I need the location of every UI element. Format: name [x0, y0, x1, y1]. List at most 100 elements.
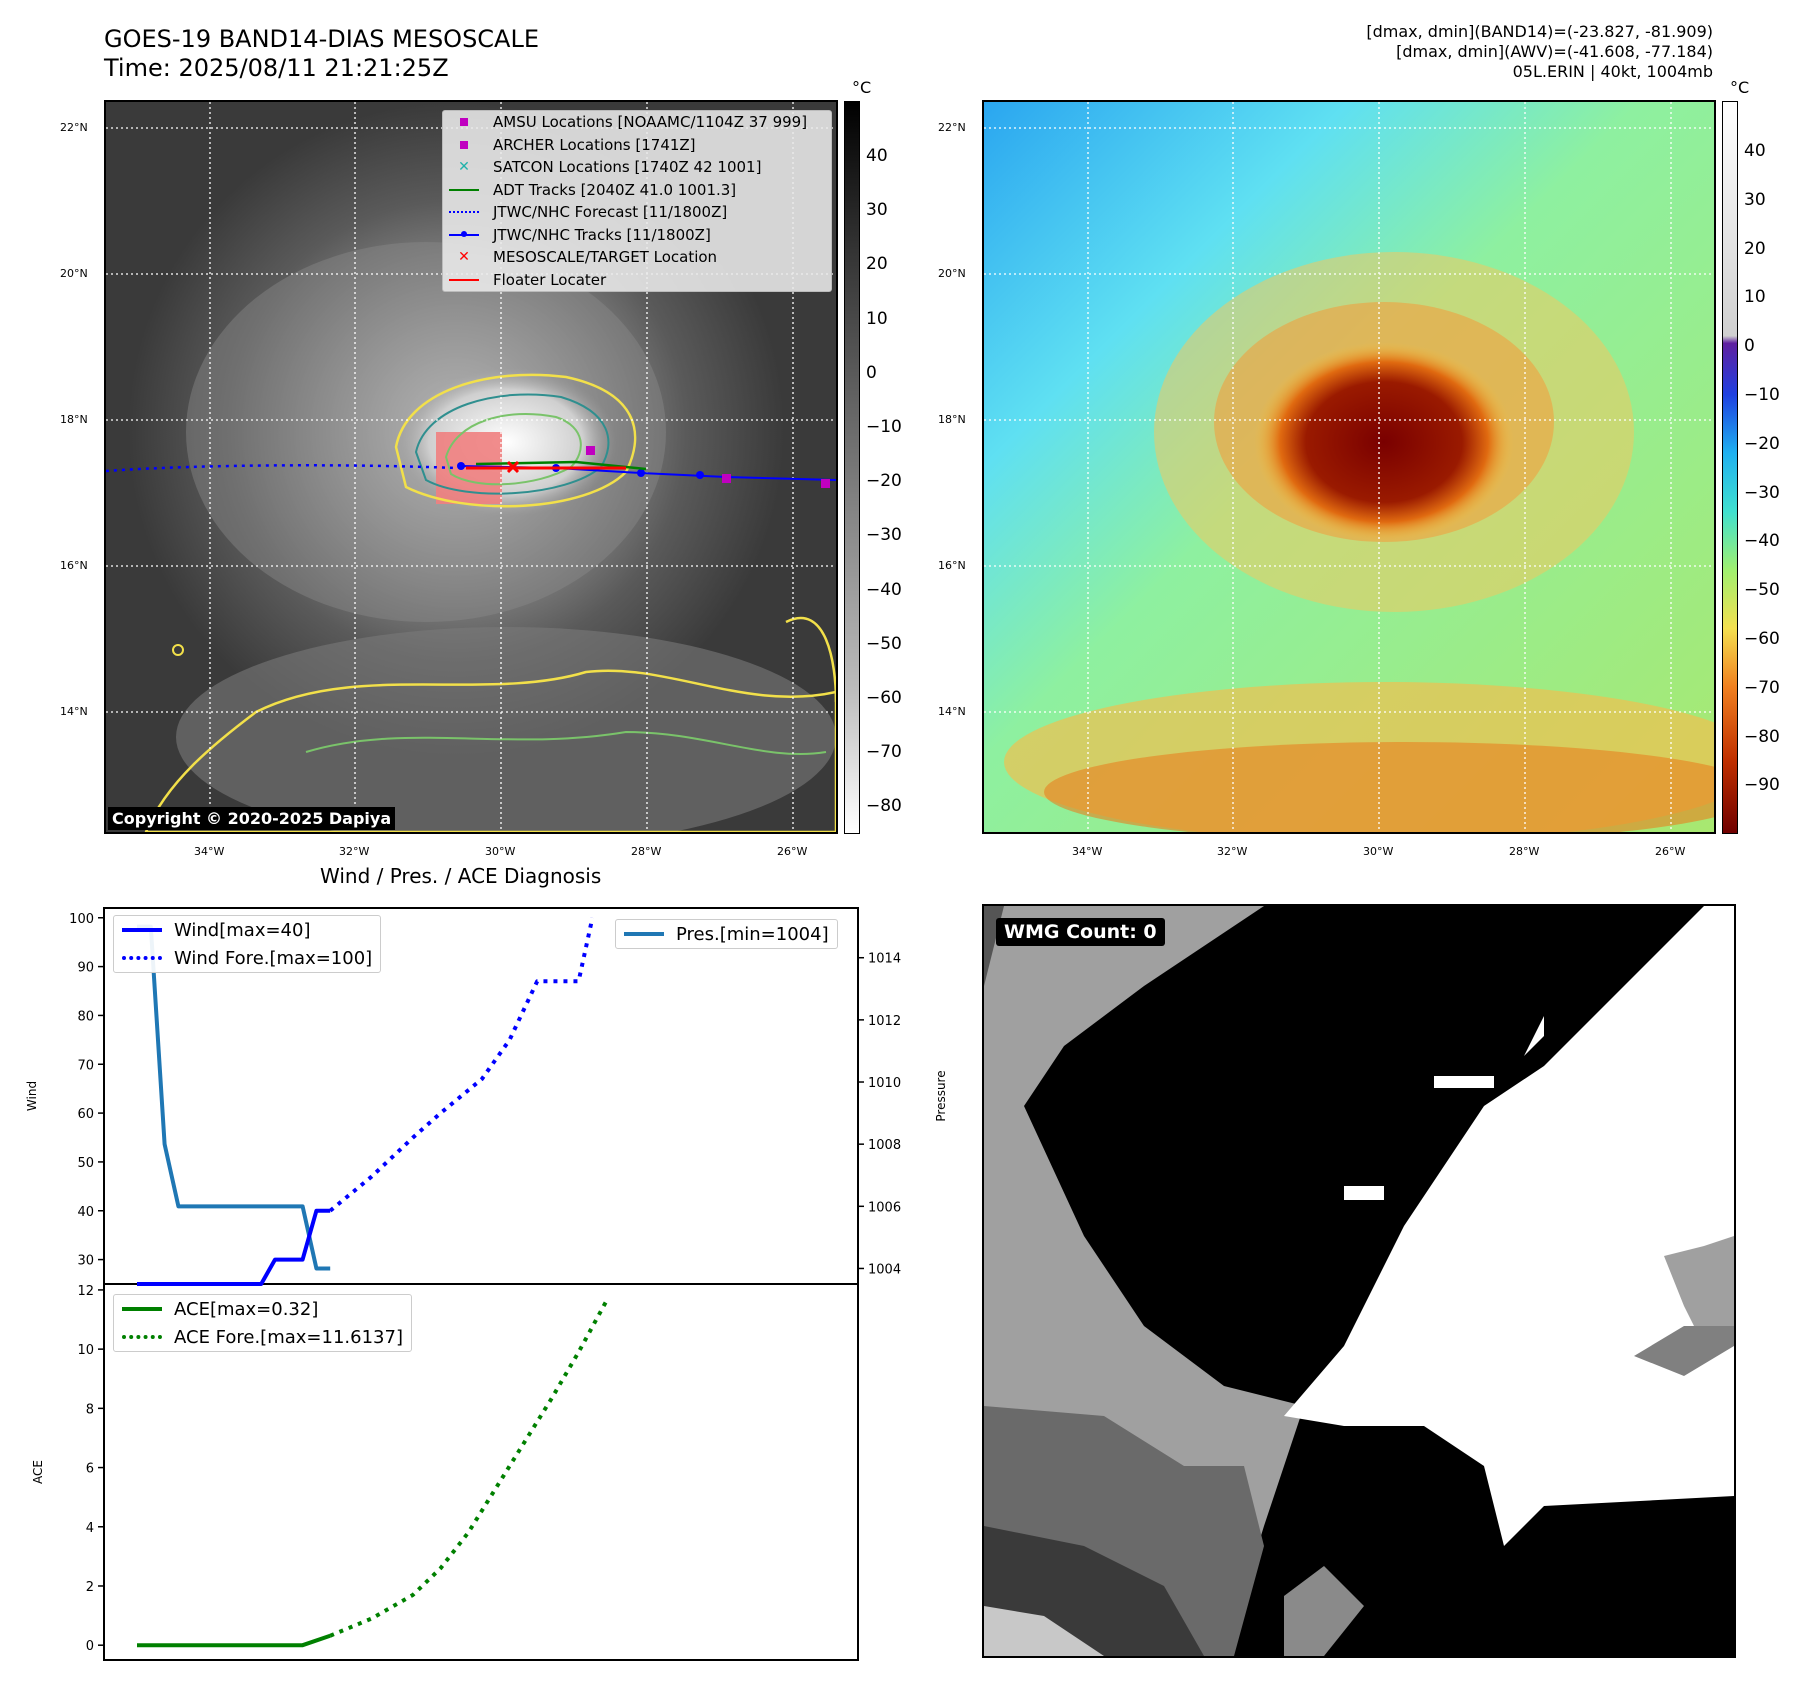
ace-forecast-line — [329, 1300, 608, 1638]
solid-line-icon — [122, 1307, 162, 1311]
dotted-line-icon — [449, 211, 479, 214]
wind-tick-label: 50 — [77, 1156, 94, 1171]
wv-colorbar-tick-label: 40 — [1744, 141, 1766, 161]
ace-legend: ACE[max=0.32] ACE Fore.[max=11.6137] — [113, 1294, 412, 1352]
legend-item-satcon: ✕ SATCON Locations [1740Z 42 1001] — [443, 156, 831, 179]
solid-line-icon — [449, 188, 479, 191]
wind-tick-label: 40 — [77, 1205, 94, 1220]
legend-item-amsu: AMSU Locations [NOAAMC/1104Z 37 999] — [443, 111, 831, 134]
longitude-label: 26°W — [777, 845, 808, 858]
ir-colorbar-tick-label: −40 — [866, 579, 902, 600]
wv-gridlines — [984, 102, 1714, 832]
solid-line-icon — [122, 928, 162, 932]
pressure-tick-label: 1004 — [868, 1262, 901, 1277]
ir-colorbar-tick-label: −60 — [866, 688, 902, 708]
pressure-line — [137, 924, 331, 1271]
wind-tick-label: 90 — [77, 961, 94, 976]
wv-colorbar — [1722, 101, 1738, 834]
ace-tick-label: 0 — [86, 1639, 94, 1654]
wind-tick-label: 30 — [77, 1254, 94, 1269]
latitude-label: 20°N — [60, 267, 88, 280]
latitude-label: 22°N — [938, 121, 966, 134]
title-line-1: GOES-19 BAND14-DIAS MESOSCALE — [104, 25, 540, 53]
square-marker-icon — [460, 140, 468, 149]
legend-item-adt: ADT Tracks [2040Z 41.0 1001.3] — [443, 179, 831, 202]
wmg-panel: WMG Count: 0 — [982, 904, 1736, 1658]
ir-legend: AMSU Locations [NOAAMC/1104Z 37 999] ARC… — [442, 110, 832, 292]
figure-title: GOES-19 BAND14-DIAS MESOSCALE Time: 2025… — [104, 25, 539, 83]
wind-tick-label: 100 — [69, 912, 94, 927]
solid-line-icon — [449, 278, 479, 281]
pressure-tick-label: 1012 — [868, 1014, 901, 1029]
wind-tick-label: 70 — [77, 1058, 94, 1073]
wv-satellite-image — [984, 102, 1714, 832]
latitude-label: 18°N — [938, 413, 966, 426]
wv-colorbar-tick-label: 20 — [1744, 238, 1766, 259]
ir-colorbar-tick-label: 10 — [866, 308, 888, 329]
wind-tick-label: 80 — [77, 1009, 94, 1024]
info-line-1: [dmax, dmin](BAND14)=(-23.827, -81.909) — [1366, 22, 1713, 41]
ace-tick-label: 8 — [86, 1402, 94, 1417]
info-line-2: [dmax, dmin](AWV)=(-41.608, -77.184) — [1396, 42, 1713, 61]
legend-item-target: ✕ MESOSCALE/TARGET Location — [443, 246, 831, 269]
wv-colorbar-tick-label: −20 — [1744, 433, 1780, 454]
wv-satellite-panel — [982, 100, 1716, 834]
ir-colorbar-tick-label: −50 — [866, 633, 902, 654]
ace-tick-label: 4 — [86, 1521, 94, 1536]
wv-colorbar-tick-label: −80 — [1744, 726, 1780, 747]
wv-colorbar-tick-label: 30 — [1744, 189, 1766, 210]
dotted-line-icon — [122, 1335, 162, 1339]
ir-colorbar-tick-label: 0 — [866, 362, 877, 383]
longitude-label: 34°W — [1072, 845, 1103, 858]
longitude-label: 32°W — [339, 845, 370, 858]
legend-ace-fore: ACE Fore.[max=11.6137] — [114, 1323, 411, 1351]
latitude-label: 22°N — [60, 121, 88, 134]
storm-info: [dmax, dmin](BAND14)=(-23.827, -81.909) … — [1366, 22, 1713, 82]
copyright-label: Copyright © 2020-2025 Dapiya — [108, 807, 396, 830]
diagnosis-chart: 1009080706050403010141012101010081006100… — [25, 907, 948, 1661]
pressure-tick-label: 1014 — [868, 952, 901, 967]
longitude-label: 30°W — [1363, 845, 1394, 858]
wmg-image — [984, 906, 1734, 1656]
ace-tick-label: 6 — [86, 1462, 94, 1477]
ir-colorbar-tick-label: −80 — [866, 796, 902, 817]
pressure-tick-label: 1006 — [868, 1200, 901, 1215]
ir-colorbar-tick-label: 20 — [866, 254, 888, 275]
wv-colorbar-tick-label: −60 — [1744, 629, 1780, 649]
info-line-3: 05L.ERIN | 40kt, 1004mb — [1512, 62, 1713, 81]
title-line-2: Time: 2025/08/11 21:21:25Z — [104, 54, 449, 82]
dotted-line-icon — [122, 956, 162, 960]
ace-axis-label: ACE — [31, 1460, 45, 1484]
ace-tick-label: 2 — [86, 1580, 94, 1595]
legend-item-floater: Floater Locater — [443, 269, 831, 292]
wv-colorbar-tick-label: −50 — [1744, 580, 1780, 601]
wmg-count-label: WMG Count: 0 — [996, 918, 1165, 946]
legend-item-tracks: JTWC/NHC Tracks [11/1800Z] — [443, 224, 831, 247]
latitude-label: 16°N — [938, 559, 966, 572]
ir-colorbar-tick-label: −10 — [866, 417, 902, 437]
ir-colorbar — [844, 101, 860, 834]
longitude-label: 28°W — [1509, 845, 1540, 858]
wv-colorbar-tick-label: −70 — [1744, 677, 1780, 698]
wind-tick-label: 60 — [77, 1107, 94, 1122]
ir-satellite-panel: AMSU Locations [NOAAMC/1104Z 37 999] ARC… — [104, 100, 838, 834]
legend-item-forecast: JTWC/NHC Forecast [11/1800Z] — [443, 201, 831, 224]
wind-forecast-line — [328, 917, 595, 1213]
wv-colorbar-tick-label: −90 — [1744, 775, 1780, 796]
pressure-axis-label: Pressure — [934, 1070, 948, 1121]
longitude-label: 28°W — [631, 845, 662, 858]
x-marker-icon: ✕ — [458, 159, 470, 176]
wv-colorbar-tick-label: 0 — [1744, 336, 1755, 357]
latitude-label: 16°N — [60, 559, 88, 572]
wv-colorbar-tick-label: −30 — [1744, 482, 1780, 503]
forecast-track — [106, 464, 457, 473]
ir-colorbar-tick-label: 40 — [866, 146, 888, 166]
pressure-legend: Pres.[min=1004] — [615, 919, 838, 949]
square-marker-icon — [460, 118, 468, 127]
wv-colorbar-tick-label: −40 — [1744, 531, 1780, 552]
pressure-tick-label: 1008 — [868, 1138, 901, 1153]
wv-colorbar-tick-label: 10 — [1744, 287, 1766, 308]
latitude-label: 14°N — [60, 705, 88, 718]
ir-colorbar-tick-label: −20 — [866, 471, 902, 492]
x-marker-icon: ✕ — [458, 249, 470, 266]
